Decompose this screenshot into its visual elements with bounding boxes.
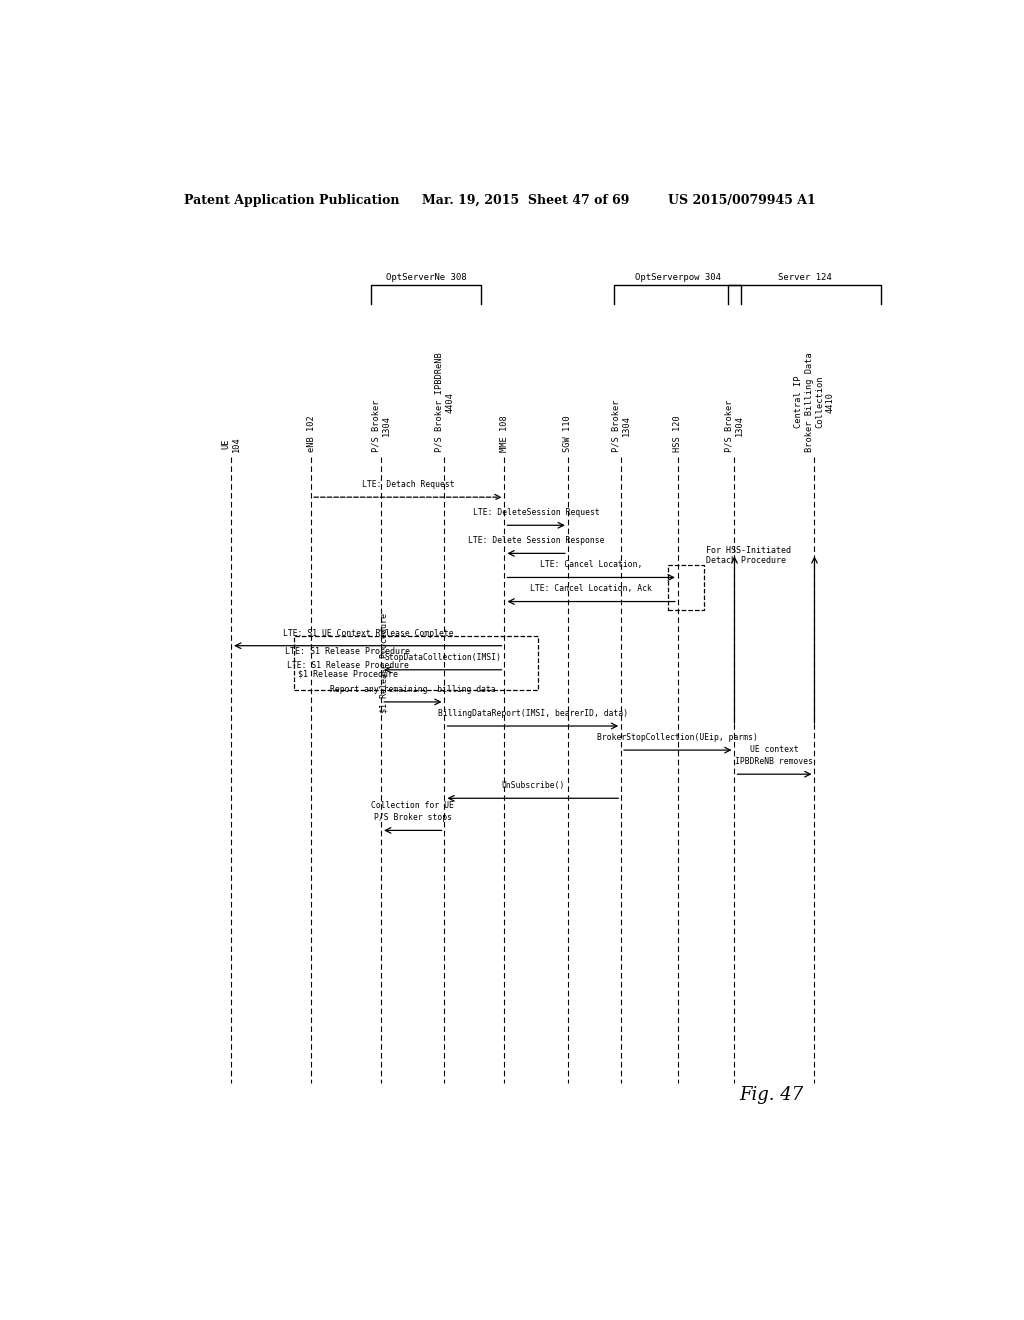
Text: UnSubscribe(): UnSubscribe() <box>501 781 564 791</box>
Text: UE
104: UE 104 <box>221 436 241 451</box>
Text: P/S Broker stops: P/S Broker stops <box>374 813 452 822</box>
Text: Server 124: Server 124 <box>777 273 831 282</box>
Text: SGW 110: SGW 110 <box>563 416 572 451</box>
Text: US 2015/0079945 A1: US 2015/0079945 A1 <box>668 194 815 207</box>
Text: Collection for UE: Collection for UE <box>372 801 455 810</box>
Text: eNB 102: eNB 102 <box>306 416 315 451</box>
Bar <box>668 565 705 610</box>
Text: LTE: DeleteSession Request: LTE: DeleteSession Request <box>473 508 599 517</box>
Text: LTE: Detach Request: LTE: Detach Request <box>361 480 454 488</box>
Text: LTE: Cancel Location,: LTE: Cancel Location, <box>540 560 642 569</box>
Text: UE context: UE context <box>751 744 799 754</box>
Text: For HSS-Initiated
Detach Procedure: For HSS-Initiated Detach Procedure <box>706 546 791 565</box>
Text: Fig. 47: Fig. 47 <box>739 1085 803 1104</box>
Text: IPBDReNB removes: IPBDReNB removes <box>735 758 813 766</box>
Text: Report any remaining  billing data: Report any remaining billing data <box>330 685 496 694</box>
Text: LTE: Delete Session Response: LTE: Delete Session Response <box>468 536 604 545</box>
Text: $1 Release Procedure: $1 Release Procedure <box>380 612 389 713</box>
Text: BrokerStopCollection(UEip, parms): BrokerStopCollection(UEip, parms) <box>597 733 758 742</box>
Text: P/S Broker
1304: P/S Broker 1304 <box>611 400 631 451</box>
Text: MME 108: MME 108 <box>500 416 509 451</box>
Text: P/S Broker
1304: P/S Broker 1304 <box>725 400 744 451</box>
Text: HSS 120: HSS 120 <box>674 416 682 451</box>
Text: Patent Application Publication: Patent Application Publication <box>183 194 399 207</box>
Text: Mar. 19, 2015  Sheet 47 of 69: Mar. 19, 2015 Sheet 47 of 69 <box>422 194 629 207</box>
Text: P/S Broker IPBDReNB
4404: P/S Broker IPBDReNB 4404 <box>435 352 455 451</box>
Text: $1 Release Procedure: $1 Release Procedure <box>298 669 398 678</box>
Text: LTE: S1 UE Context Release Complete: LTE: S1 UE Context Release Complete <box>283 628 454 638</box>
Bar <box>295 636 538 690</box>
Text: P/S Broker
1304: P/S Broker 1304 <box>372 400 391 451</box>
Text: OptServerpow 304: OptServerpow 304 <box>635 273 721 282</box>
Text: LTE: S1 Release Procedure: LTE: S1 Release Procedure <box>287 661 409 669</box>
Text: Central IP
Broker Billing Data
Collection
4410: Central IP Broker Billing Data Collectio… <box>795 352 835 451</box>
Text: StopDataCollection(IMSI): StopDataCollection(IMSI) <box>384 652 502 661</box>
Text: LTE: Cancel Location, Ack: LTE: Cancel Location, Ack <box>530 585 652 594</box>
Text: LTE: S1 Release Procedure: LTE: S1 Release Procedure <box>286 647 411 656</box>
Text: BillingDataReport(IMSI, bearerID, data): BillingDataReport(IMSI, bearerID, data) <box>437 709 628 718</box>
Text: OptServerNe 308: OptServerNe 308 <box>386 273 467 282</box>
